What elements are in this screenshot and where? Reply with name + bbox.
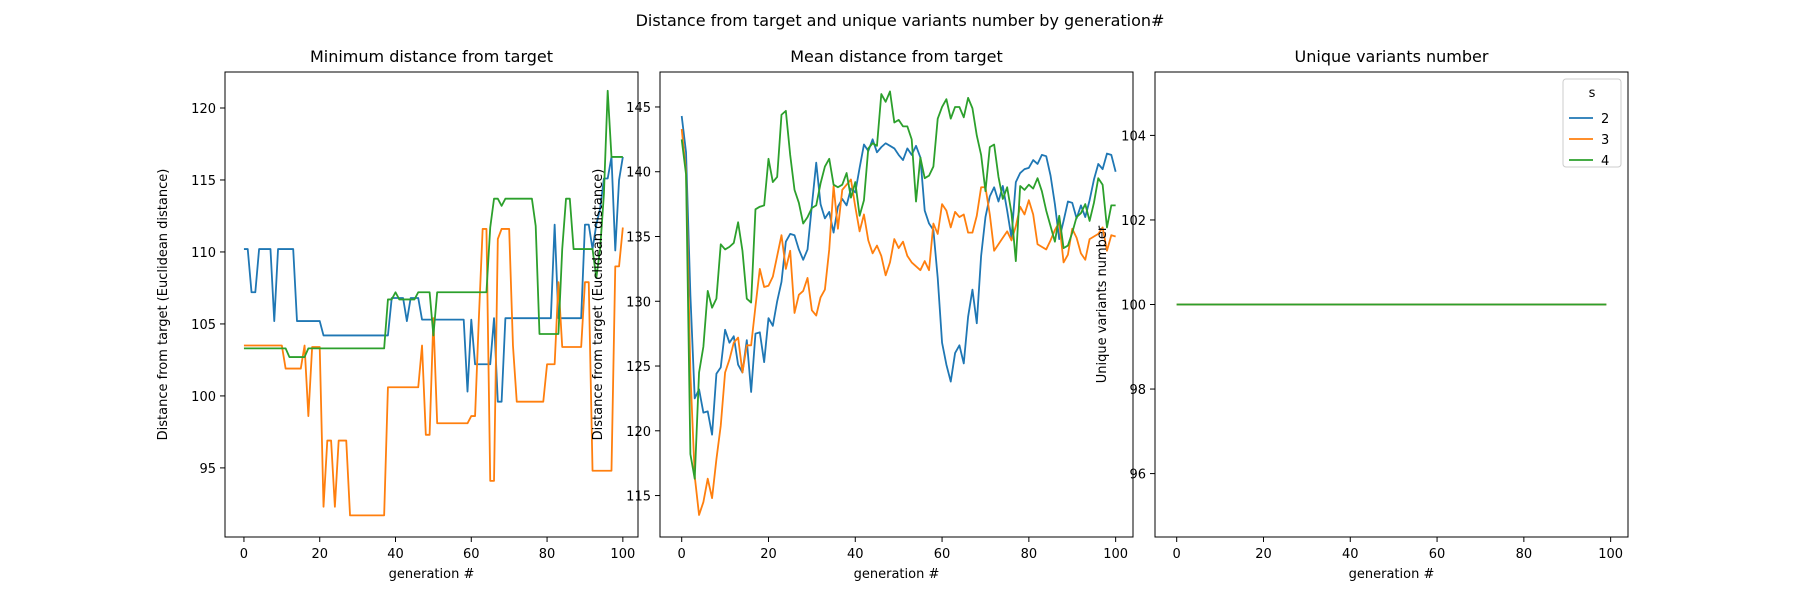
- y-tick-label: 96: [1129, 468, 1146, 483]
- x-tick-label: 20: [311, 547, 328, 562]
- y-tick-label: 120: [626, 425, 651, 440]
- x-tick-label: 0: [1173, 547, 1181, 562]
- y-tick-label: 130: [626, 295, 651, 310]
- subplot-3: 0 20 40 60 80 100 96 98 100 102 104 Unique variants…: [1095, 47, 1629, 582]
- y-axis-label: Distance from target (Euclidean distance…: [156, 169, 171, 441]
- y-tick-label: 145: [626, 101, 651, 116]
- y-tick-label: 135: [626, 230, 651, 245]
- y-tick-label: 104: [1121, 129, 1146, 144]
- x-tick-label: 0: [678, 547, 686, 562]
- y-axis-label: Distance from target (Euclidean distance…: [591, 169, 606, 441]
- x-tick-label: 80: [1516, 547, 1533, 562]
- x-tick-label: 20: [1255, 547, 1272, 562]
- x-tick-label: 40: [387, 547, 404, 562]
- series-line-3: [243, 227, 624, 517]
- plot-frame: [659, 71, 1134, 538]
- x-tick-label: 60: [463, 547, 480, 562]
- y-tick-label: 120: [191, 102, 216, 117]
- x-tick-label: 20: [760, 547, 777, 562]
- y-tick-label: 102: [1121, 214, 1146, 229]
- x-tick-label: 60: [1429, 547, 1446, 562]
- legend-label-3: 3: [1601, 133, 1609, 148]
- subplot-1: 0 20 40 60 80 100 95 100 105 110 115 120 Minimum dis…: [156, 47, 639, 582]
- x-axis-label: generation #: [1349, 567, 1435, 582]
- y-tick-label: 98: [1129, 383, 1146, 398]
- x-tick-label: 100: [610, 547, 635, 562]
- y-axis-label: Unique variants number: [1095, 225, 1110, 383]
- x-tick-label: 100: [1598, 547, 1623, 562]
- x-tick-label: 80: [539, 547, 556, 562]
- x-axis-label: generation #: [854, 567, 940, 582]
- legend-box: [1562, 78, 1622, 168]
- x-tick-label: 60: [934, 547, 951, 562]
- legend-label-4: 4: [1601, 154, 1609, 169]
- subplot-2: 0 20 40 60 80 100 115 120 125 130 135 140 145 Mean di…: [591, 47, 1134, 582]
- series-line-3: [680, 128, 1116, 516]
- y-tick-label: 125: [626, 360, 651, 375]
- y-tick-label: 105: [191, 318, 216, 333]
- x-tick-label: 0: [240, 547, 248, 562]
- plot-frame: [224, 71, 639, 538]
- figure-suptitle: Distance from target and unique variants…: [636, 11, 1165, 30]
- y-tick-label: 110: [191, 246, 216, 261]
- x-tick-label: 80: [1021, 547, 1038, 562]
- y-tick-label: 95: [199, 462, 216, 477]
- subplot-title: Minimum distance from target: [310, 47, 553, 66]
- legend: s2 3 4: [1562, 78, 1622, 169]
- series-line-4: [243, 89, 623, 358]
- subplot-title: Mean distance from target: [790, 47, 1003, 66]
- y-tick-label: 115: [191, 174, 216, 189]
- y-tick-label: 140: [626, 166, 651, 181]
- legend-title: s: [1589, 86, 1596, 101]
- y-tick-label: 100: [1121, 299, 1146, 314]
- y-tick-label: 100: [191, 390, 216, 405]
- series-line-4: [680, 90, 1116, 480]
- y-tick-label: 115: [626, 490, 651, 505]
- x-tick-label: 40: [1342, 547, 1359, 562]
- subplot-title: Unique variants number: [1295, 47, 1489, 66]
- x-tick-label: 100: [1103, 547, 1128, 562]
- x-axis-label: generation #: [389, 567, 475, 582]
- x-tick-label: 40: [847, 547, 864, 562]
- legend-label-2: 2: [1601, 112, 1609, 127]
- series-line-2: [680, 115, 1117, 436]
